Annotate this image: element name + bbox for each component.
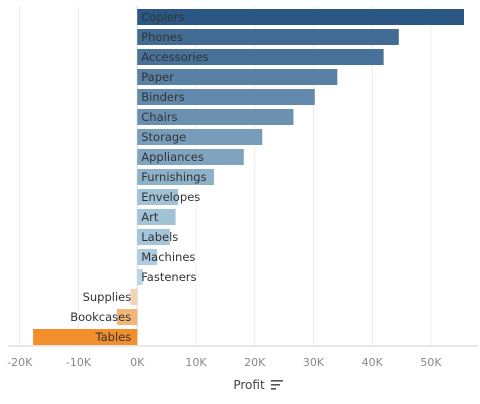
x-tick-label: -20K [7, 356, 33, 369]
bar-label: Appliances [141, 150, 204, 164]
bar-label: Copiers [141, 10, 184, 24]
bar-label: Art [141, 210, 159, 224]
x-tick-label: 40K [362, 356, 384, 369]
bar-label: Bookcases [70, 310, 131, 324]
bar[interactable] [137, 209, 176, 225]
bar[interactable] [137, 189, 179, 205]
bar-label: Tables [95, 330, 132, 344]
sort-descending-icon[interactable] [271, 380, 283, 390]
x-tick-label: 10K [185, 356, 207, 369]
bar[interactable] [137, 109, 294, 125]
bar-label: Labels [141, 230, 178, 244]
x-axis-title: Profit [233, 378, 265, 392]
bar-labels: Copiers Phones Accessories Paper Binders Chai… [70, 10, 208, 344]
sort-icon-line [271, 384, 280, 386]
bar[interactable] [137, 149, 244, 165]
bar[interactable] [130, 289, 138, 305]
bar-label: Furnishings [141, 170, 206, 184]
bar[interactable] [137, 169, 214, 185]
bar[interactable] [137, 129, 263, 145]
x-tick-label: 50K [420, 356, 442, 369]
x-tick-label: 0K [130, 356, 145, 369]
bar-label: Paper [141, 70, 174, 84]
x-tick-label: 30K [303, 356, 325, 369]
bar[interactable] [137, 249, 158, 265]
bar[interactable] [116, 309, 138, 325]
bar[interactable] [137, 29, 399, 45]
bar[interactable] [33, 329, 138, 345]
sort-icon-line [271, 380, 283, 382]
bar[interactable] [137, 89, 315, 105]
x-tick-label: -10K [66, 356, 92, 369]
bar-label: Storage [141, 130, 186, 144]
x-axis: -20K -10K 0K 10K 20K 30K 40K 50K Profit [7, 345, 478, 392]
bar-label: Phones [141, 30, 183, 44]
bar[interactable] [137, 69, 338, 85]
bar-label: Accessories [141, 50, 208, 64]
bar-label: Fasteners [141, 270, 196, 284]
bar-label: Machines [141, 250, 195, 264]
x-tick-label: 20K [244, 356, 266, 369]
bar-label: Envelopes [141, 190, 200, 204]
bar[interactable] [137, 269, 143, 285]
bar-label: Supplies [83, 290, 132, 304]
bar[interactable] [137, 229, 170, 245]
bars [33, 9, 465, 345]
bar-label: Chairs [141, 110, 177, 124]
bar[interactable] [137, 49, 384, 65]
bar-label: Binders [141, 90, 184, 104]
bar[interactable] [137, 9, 465, 25]
sort-icon-line [271, 388, 276, 390]
